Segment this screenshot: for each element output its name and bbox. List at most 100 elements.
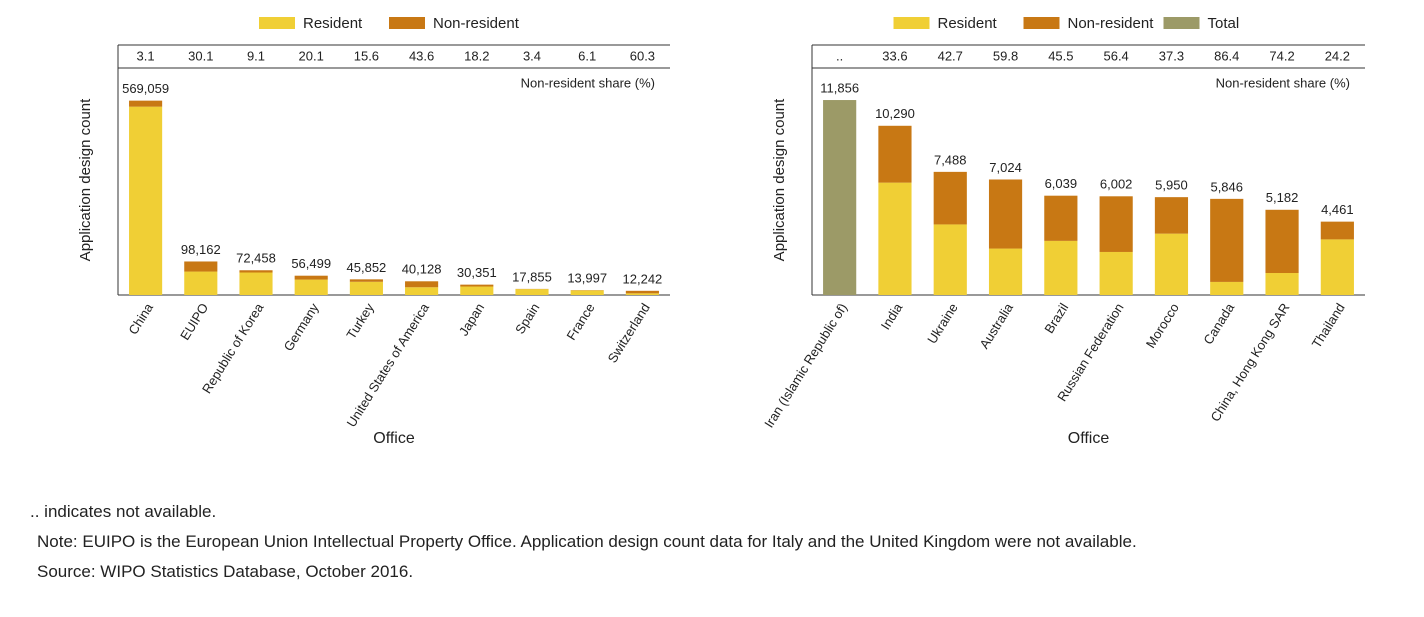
chart: Non-resident share (%) Application design… (77, 15, 1365, 447)
bar-segment (1154, 233, 1189, 295)
share-label: 3.1 (137, 48, 155, 63)
x-tick-label: China (125, 300, 156, 337)
bar-segment (294, 279, 328, 295)
value-label: 4,461 (1321, 202, 1354, 217)
value-label: 7,024 (989, 160, 1022, 175)
x-tick-label: Turkey (343, 300, 377, 342)
note: Source: WIPO Statistics Database, Octobe… (37, 562, 414, 581)
x-tick-label: Thailand (1309, 300, 1348, 350)
x-tick-label: EUIPO (177, 300, 211, 342)
share-label: 3.4 (523, 48, 541, 63)
value-label: 98,162 (181, 242, 221, 257)
bar-segment (460, 284, 494, 287)
y-axis-label: Application design count (77, 98, 94, 261)
x-tick-label: France (563, 300, 597, 342)
value-label: 7,488 (934, 152, 967, 167)
value-label: 12,242 (623, 271, 663, 286)
note: Note: EUIPO is the European Union Intell… (37, 532, 1137, 551)
value-label: 569,059 (122, 81, 169, 96)
share-label: .. (836, 48, 843, 63)
note: .. indicates not available. (30, 502, 217, 521)
share-title: Non-resident share (%) (1216, 75, 1350, 90)
share-label: 15.6 (354, 48, 379, 63)
bar-segment (1320, 221, 1354, 240)
share-label: 33.6 (882, 48, 907, 63)
x-tick-label: Brazil (1041, 300, 1071, 336)
bar-segment (405, 287, 439, 295)
bar-segment (625, 290, 659, 294)
bar-segment (184, 271, 218, 295)
bar-segment (239, 270, 273, 273)
bar-segment (129, 106, 163, 295)
legend-label: Resident (938, 15, 998, 32)
value-label: 6,039 (1045, 176, 1078, 191)
bar-segment (878, 182, 912, 295)
share-label: 86.4 (1214, 48, 1239, 63)
legend-label: Resident (303, 15, 363, 32)
value-label: 13,997 (567, 271, 607, 286)
share-label: 42.7 (938, 48, 963, 63)
share-label: 45.5 (1048, 48, 1073, 63)
x-tick-label: Morocco (1143, 300, 1182, 350)
bar-segment (1044, 195, 1078, 241)
value-label: 5,950 (1155, 178, 1188, 193)
share-label: 43.6 (409, 48, 434, 63)
bar-segment (460, 286, 494, 295)
bar-segment (1044, 240, 1078, 295)
bar-segment (933, 171, 967, 225)
legend-label: Non-resident (1068, 15, 1155, 32)
bar-segment (239, 272, 273, 295)
legend-swatch (1023, 17, 1060, 29)
share-label: 9.1 (247, 48, 265, 63)
x-tick-label: Iran (Islamic Republic of) (761, 300, 850, 430)
bar-segment (933, 224, 967, 295)
share-label: 37.3 (1159, 48, 1184, 63)
x-tick-label: Germany (281, 300, 322, 354)
share-label: 56.4 (1103, 48, 1128, 63)
bar-segment (1320, 239, 1354, 295)
legend-swatch (1163, 17, 1200, 29)
value-label: 45,852 (347, 260, 387, 275)
bar-segment (184, 261, 218, 272)
bar-segment (1210, 198, 1244, 282)
bar-segment (823, 100, 857, 295)
bar-segment (349, 281, 383, 295)
value-label: 5,182 (1266, 190, 1299, 205)
x-tick-label: Australia (976, 300, 1016, 351)
bar-segment (1154, 197, 1189, 234)
bar-segment (294, 275, 328, 280)
x-tick-label: Canada (1200, 300, 1237, 347)
share-label: 20.1 (299, 48, 324, 63)
x-axis-label: Office (1068, 430, 1110, 447)
value-label: 10,290 (875, 106, 915, 121)
bar-segment (1210, 281, 1244, 295)
bar-segment (570, 290, 604, 295)
share-label: 59.8 (993, 48, 1018, 63)
notes: .. indicates not available. Note: EUIPO … (30, 498, 1410, 588)
value-label: 56,499 (291, 256, 331, 271)
share-label: 74.2 (1269, 48, 1294, 63)
bar-segment (129, 100, 163, 107)
bar-segment (1265, 209, 1299, 274)
y-axis-label: Application design count (771, 98, 788, 261)
value-label: 17,855 (512, 269, 552, 284)
share-title: Non-resident share (%) (521, 75, 655, 90)
value-label: 6,002 (1100, 177, 1133, 192)
bar-segment (405, 281, 439, 288)
legend-swatch (893, 17, 930, 29)
bar-segment (988, 248, 1023, 295)
value-label: 40,128 (402, 262, 442, 277)
share-label: 60.3 (630, 48, 655, 63)
x-axis-label: Office (373, 430, 415, 447)
value-label: 30,351 (457, 265, 497, 280)
share-label: 18.2 (464, 48, 489, 63)
bar-segment (1099, 196, 1133, 252)
x-tick-label: Switzerland (605, 300, 653, 365)
share-label: 24.2 (1325, 48, 1350, 63)
x-tick-label: Ukraine (924, 300, 960, 346)
value-label: 11,856 (820, 80, 859, 95)
legend-label: Non-resident (433, 15, 520, 32)
x-tick-label: India (878, 300, 906, 333)
legend-swatch (259, 17, 295, 29)
bar-segment (625, 293, 659, 295)
